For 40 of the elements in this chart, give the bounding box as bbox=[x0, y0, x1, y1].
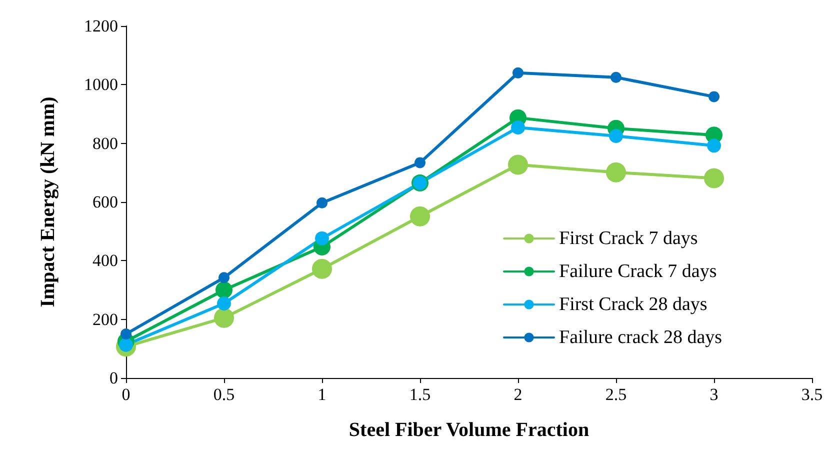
x-tick-label: 3.5 bbox=[801, 385, 823, 404]
point bbox=[708, 91, 720, 102]
point bbox=[610, 72, 622, 83]
x-tick-label: 2 bbox=[514, 385, 522, 404]
legend-label: Failure Crack 7 days bbox=[559, 261, 717, 282]
legend-label: First Crack 28 days bbox=[559, 294, 708, 315]
y-tick-label: 800 bbox=[92, 134, 118, 153]
point bbox=[512, 67, 524, 78]
y-tick-label: 200 bbox=[92, 310, 118, 329]
x-tick-label: 1 bbox=[318, 385, 326, 404]
point bbox=[511, 120, 525, 134]
x-tick-label: 2.5 bbox=[605, 385, 627, 404]
point bbox=[508, 154, 528, 175]
point bbox=[606, 162, 626, 182]
x-tick-label: 1.5 bbox=[409, 385, 431, 404]
point bbox=[216, 282, 232, 298]
point bbox=[120, 328, 132, 340]
legend-label: Failure crack 28 days bbox=[559, 327, 722, 348]
y-tick-label: 1000 bbox=[84, 75, 118, 94]
point bbox=[214, 308, 234, 328]
y-tick-label: 1200 bbox=[84, 16, 118, 36]
legend-label: First Crack 7 days bbox=[559, 228, 698, 249]
x-tick-label: 0 bbox=[122, 385, 130, 404]
y-axis-title: Impact Energy (kN mm) bbox=[37, 96, 59, 308]
point bbox=[704, 168, 724, 188]
x-tick-label: 0.5 bbox=[213, 385, 235, 404]
point bbox=[316, 197, 328, 208]
point bbox=[609, 129, 623, 143]
point bbox=[315, 231, 329, 246]
y-tick-label: 0 bbox=[110, 368, 118, 388]
point bbox=[218, 272, 230, 284]
point bbox=[414, 157, 426, 168]
point bbox=[707, 138, 721, 153]
point bbox=[410, 206, 430, 226]
x-axis-title: Steel Fiber Volume Fraction bbox=[348, 419, 590, 441]
y-tick-label: 600 bbox=[92, 192, 118, 212]
point bbox=[312, 258, 332, 279]
x-tick-label: 3 bbox=[710, 385, 718, 404]
y-tick-label: 400 bbox=[92, 251, 118, 270]
point bbox=[217, 296, 231, 310]
